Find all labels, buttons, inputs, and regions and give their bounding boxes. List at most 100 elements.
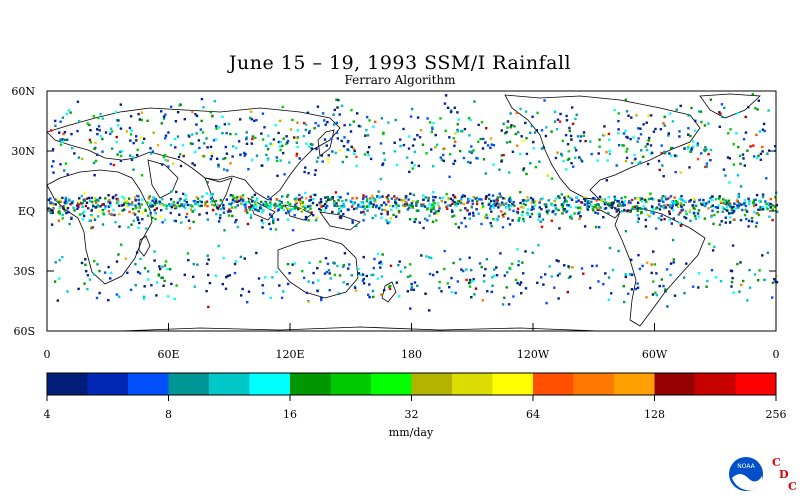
rain-pixel [732,210,736,213]
rain-pixel [355,289,358,292]
rain-pixel [67,109,71,112]
colorbar-tick-label: 64 [526,408,540,421]
rain-pixel [630,258,633,262]
rain-pixel [276,209,280,212]
rain-pixel [663,217,666,221]
rain-pixel [459,258,462,261]
rain-pixel [655,272,658,275]
rain-pixel [446,204,449,207]
rain-pixel [197,139,201,142]
rain-pixel [241,199,245,203]
rain-pixel [565,119,569,122]
rain-pixel [112,163,116,167]
rain-pixel [200,119,203,123]
rain-pixel [409,274,412,277]
rain-pixel [337,195,340,198]
rain-pixel [193,163,196,167]
rain-pixel [372,203,375,206]
rain-pixel [491,204,494,208]
rain-pixel [425,152,428,155]
rain-pixel [327,154,330,157]
rain-pixel [151,150,154,153]
rain-pixel [58,131,61,134]
rain-pixel [235,147,238,150]
rain-pixel [83,191,87,194]
rain-pixel [430,130,433,134]
rain-pixel [709,197,712,200]
rain-pixel [584,139,587,143]
rain-pixel [608,149,611,152]
rain-pixel [745,217,748,221]
rain-pixel [113,213,116,217]
map-subtitle: Ferraro Algorithm [344,73,456,87]
rain-pixel [567,276,571,280]
rain-pixel [50,209,54,212]
rain-pixel [128,210,131,214]
rain-pixel [534,203,537,206]
rain-pixel [228,274,232,277]
rain-pixel [298,193,301,197]
rain-pixel [304,166,307,169]
rain-pixel [200,204,203,207]
rain-pixel [703,217,706,220]
rain-pixel [736,204,739,207]
rain-pixel [674,170,677,174]
rain-pixel [726,205,729,208]
colorbar-swatch [695,373,736,395]
rain-pixel [670,154,673,157]
rain-pixel [267,195,270,199]
rain-pixel [200,97,204,101]
rain-pixel [761,150,764,153]
rain-pixel [371,289,375,293]
rain-pixel [154,212,157,215]
rain-pixel [89,129,92,132]
rain-pixel [593,197,596,200]
rain-pixel [531,115,534,118]
rain-pixel [277,140,281,144]
rain-pixel [246,222,250,226]
rain-pixel [503,212,507,215]
rain-pixel [278,145,282,148]
rain-pixel [112,208,115,212]
rain-pixel [261,138,265,141]
longitude-label: 180 [401,348,422,361]
rain-pixel [195,114,199,118]
rain-pixel [399,270,403,273]
rain-pixel [362,194,365,197]
rain-pixel [214,274,218,277]
rain-pixel [773,205,776,209]
rain-pixel [94,159,98,163]
rain-pixel [173,297,176,300]
rain-pixel [294,200,298,203]
rain-pixel [641,197,644,200]
rain-pixel [225,131,228,135]
rain-pixel [65,201,69,205]
rain-pixel [73,152,76,155]
rain-pixel [295,154,298,158]
rain-pixel [505,130,508,134]
rain-pixel [598,145,601,148]
colorbar-unit-label: mm/day [389,426,434,439]
rain-pixel [594,225,598,229]
rain-pixel [514,278,518,282]
rain-pixel [408,263,412,266]
rain-pixel [170,282,173,286]
rain-pixel [306,205,310,208]
rain-pixel [469,118,472,122]
rain-pixel [473,293,476,296]
rain-pixel [475,202,479,206]
rain-pixel [385,219,388,222]
rain-pixel [475,208,478,211]
rain-pixel [614,207,617,210]
rain-pixel [720,103,724,106]
rain-pixel [729,211,732,215]
rain-pixel [575,200,578,203]
rain-pixel [107,265,110,269]
rain-pixel [484,216,487,219]
rain-pixel [118,204,121,207]
rain-pixel [690,146,694,150]
rain-pixel [477,123,480,127]
rain-pixel [734,207,737,210]
rain-pixel [483,274,486,277]
rain-pixel [501,197,505,200]
